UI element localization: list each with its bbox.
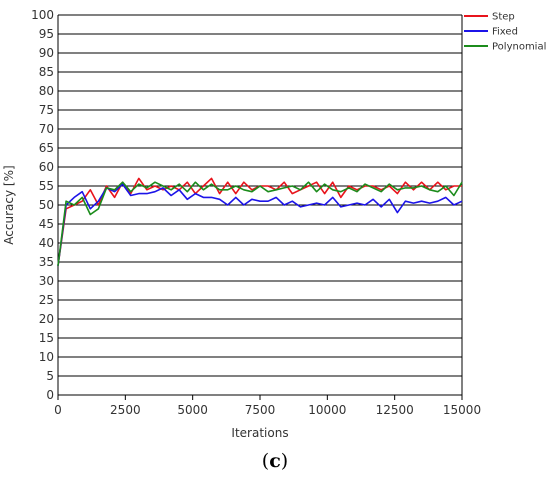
series-line-step [57, 177, 462, 266]
legend: Step Fixed Polynomial [464, 12, 546, 53]
y-tick-label: 85 [39, 65, 54, 79]
y-tick-label: 70 [39, 122, 54, 136]
y-tick-label: 55 [39, 179, 54, 193]
caption-open-paren: ( [261, 450, 270, 472]
y-tick-label: 50 [39, 198, 54, 212]
x-tick-label: 15000 [443, 403, 481, 417]
figure-caption: (c) [0, 450, 550, 472]
series-lines [57, 177, 463, 266]
series-line-polynomial [57, 181, 463, 266]
x-axis-title: Iterations [231, 426, 288, 440]
y-tick-label: 0 [46, 388, 54, 402]
y-tick-label: 30 [39, 274, 54, 288]
y-tick-label: 35 [39, 255, 54, 269]
y-axis-title: Accuracy [%] [2, 165, 16, 244]
x-tick-label: 2500 [110, 403, 141, 417]
y-tick-label: 25 [39, 293, 54, 307]
y-tick-label: 90 [39, 46, 54, 60]
caption-close-paren: ) [280, 450, 289, 472]
x-tick-label: 0 [54, 403, 62, 417]
y-tick-label: 75 [39, 103, 54, 117]
y-tick-label: 5 [46, 369, 54, 383]
y-tick-label: 80 [39, 84, 54, 98]
y-tick-label: 40 [39, 236, 54, 250]
y-tick-label: 60 [39, 160, 54, 174]
x-tick-label: 7500 [245, 403, 276, 417]
y-tick-label: 45 [39, 217, 54, 231]
gridlines [58, 14, 462, 396]
y-tick-label: 15 [39, 331, 54, 345]
series-line-fixed [57, 183, 463, 266]
y-tick-label: 65 [39, 141, 54, 155]
legend-label-step: Step [492, 12, 515, 23]
x-tick-label: 10000 [308, 403, 346, 417]
y-tick-label: 10 [39, 350, 54, 364]
accuracy-line-chart: 0 5 10 15 20 25 30 35 40 45 50 55 60 65 70 75 80 85 90 95 10… [2, 8, 546, 440]
legend-label-polynomial: Polynomial [492, 42, 546, 53]
x-tick-label: 12500 [376, 403, 414, 417]
y-tick-label: 95 [39, 27, 54, 41]
caption-letter: c [269, 450, 281, 472]
legend-label-fixed: Fixed [492, 27, 518, 38]
y-tick-labels: 0 5 10 15 20 25 30 35 40 45 50 55 60 65 70 75 80 85 90 95 10… [31, 8, 54, 402]
y-tick-label: 100 [31, 8, 54, 22]
x-tick-labels: 0 2500 5000 7500 10000 12500 15000 [54, 395, 481, 417]
x-tick-label: 5000 [177, 403, 208, 417]
y-tick-label: 20 [39, 312, 54, 326]
